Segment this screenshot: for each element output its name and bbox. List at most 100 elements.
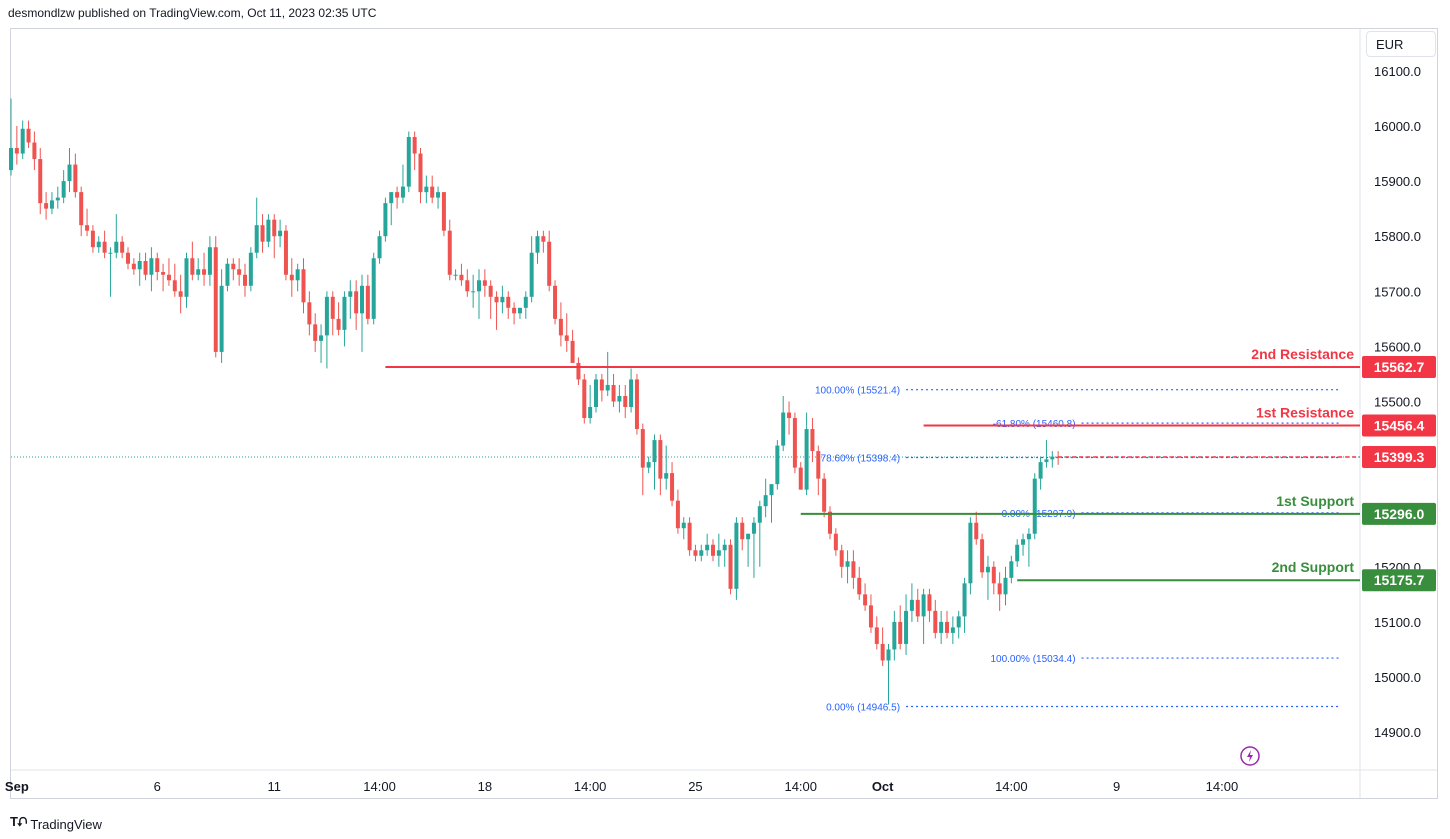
candle-body xyxy=(260,225,265,242)
publish-info: desmondlzw published on TradingView.com,… xyxy=(8,6,377,20)
candle-body xyxy=(915,599,920,617)
candle-body xyxy=(740,522,745,540)
candle-body xyxy=(231,263,236,270)
candle-body xyxy=(523,296,528,308)
candle-body xyxy=(283,230,288,275)
x-tick-label: 14:00 xyxy=(363,779,396,794)
candle-body xyxy=(155,258,160,273)
last-price-tag xyxy=(1362,445,1436,468)
candle-body xyxy=(868,605,873,628)
candle-body xyxy=(453,274,458,276)
candle-body xyxy=(810,429,815,452)
candle-body xyxy=(962,583,967,617)
candle-body xyxy=(839,550,844,567)
candle-body xyxy=(365,285,370,319)
candle-body xyxy=(85,225,90,231)
x-tick-label: 14:00 xyxy=(784,779,817,794)
candle-body xyxy=(687,522,692,551)
fib-level-label: 100.00% (15034.4) xyxy=(990,654,1075,665)
x-tick-label: 9 xyxy=(1113,779,1120,794)
support-price-value: 15296.0 xyxy=(1374,506,1425,522)
candle-body xyxy=(184,258,189,297)
candle-body xyxy=(143,260,148,275)
lightning-icon xyxy=(1240,746,1260,766)
candle-body xyxy=(939,621,944,633)
candle-body xyxy=(611,384,616,402)
candle-body xyxy=(406,137,411,187)
support-price-tag xyxy=(1362,502,1436,525)
candle-body xyxy=(787,412,792,419)
candle-body xyxy=(342,296,347,330)
candle-body xyxy=(1044,459,1049,463)
candle-body xyxy=(324,296,329,336)
candle-body xyxy=(816,451,821,479)
candle-body xyxy=(477,280,481,292)
candle-body xyxy=(500,296,505,303)
candle-body xyxy=(945,621,949,633)
candle-body xyxy=(716,550,721,556)
candle-body xyxy=(822,478,827,512)
y-tick-label: 15100.0 xyxy=(1374,615,1421,630)
resistance-label: 1st Resistance xyxy=(1256,405,1354,421)
candle-body xyxy=(886,649,891,661)
candle-body xyxy=(131,263,136,270)
candle-body xyxy=(225,263,230,286)
candle-body xyxy=(114,241,119,253)
candle-body xyxy=(646,462,651,468)
candle-body xyxy=(459,274,464,281)
candle-body xyxy=(1021,539,1026,545)
candle-body xyxy=(137,260,142,270)
candle-body xyxy=(336,318,341,330)
x-tick-label: 25 xyxy=(688,779,702,794)
candle-body xyxy=(863,594,868,606)
candle-body xyxy=(289,274,294,281)
candle-body xyxy=(202,269,207,275)
x-tick-label: 6 xyxy=(154,779,161,794)
candle-body xyxy=(623,395,628,408)
candle-body xyxy=(681,522,686,529)
resistance-price-tag xyxy=(1362,414,1436,437)
candle-body xyxy=(248,252,253,286)
fib-level-label: 100.00% (15521.4) xyxy=(815,386,900,397)
candle-body xyxy=(558,318,563,336)
resistance-price-value: 15562.7 xyxy=(1374,359,1425,375)
candle-body xyxy=(79,192,84,226)
resistance-price-tag xyxy=(1362,355,1436,378)
y-tick-label: 15700.0 xyxy=(1374,284,1421,299)
candle-body xyxy=(833,533,838,551)
candle-body xyxy=(383,203,388,237)
candle-body xyxy=(588,407,593,419)
support-label: 1st Support xyxy=(1276,493,1354,509)
currency-selector[interactable]: EUR xyxy=(1366,31,1436,57)
candle-body xyxy=(44,203,49,209)
candle-body xyxy=(980,539,985,573)
candle-body xyxy=(576,362,581,380)
candle-body xyxy=(272,219,277,237)
candle-body xyxy=(564,335,569,341)
candle-body xyxy=(927,594,932,611)
candle-body xyxy=(634,379,639,430)
candle-body xyxy=(570,340,575,363)
candle-body xyxy=(102,241,107,253)
candle-body xyxy=(55,197,60,201)
y-tick-label: 15800.0 xyxy=(1374,229,1421,244)
candle-body xyxy=(471,291,476,293)
resistance-label: 2nd Resistance xyxy=(1251,346,1354,362)
candle-body xyxy=(67,164,72,182)
candle-body xyxy=(278,230,283,237)
candle-body xyxy=(640,429,645,468)
candle-body xyxy=(699,550,704,556)
y-tick-label: 16000.0 xyxy=(1374,119,1421,134)
candle-body xyxy=(763,495,768,507)
candle-body xyxy=(804,429,809,490)
candle-body xyxy=(430,186,435,198)
candle-body xyxy=(424,186,429,193)
candle-body xyxy=(950,627,955,633)
candle-body xyxy=(1009,561,1014,578)
candle-body xyxy=(728,544,733,589)
candle-body xyxy=(360,285,364,314)
candle-body xyxy=(775,445,780,485)
candle-body xyxy=(547,241,552,286)
x-tick-label: 18 xyxy=(478,779,492,794)
